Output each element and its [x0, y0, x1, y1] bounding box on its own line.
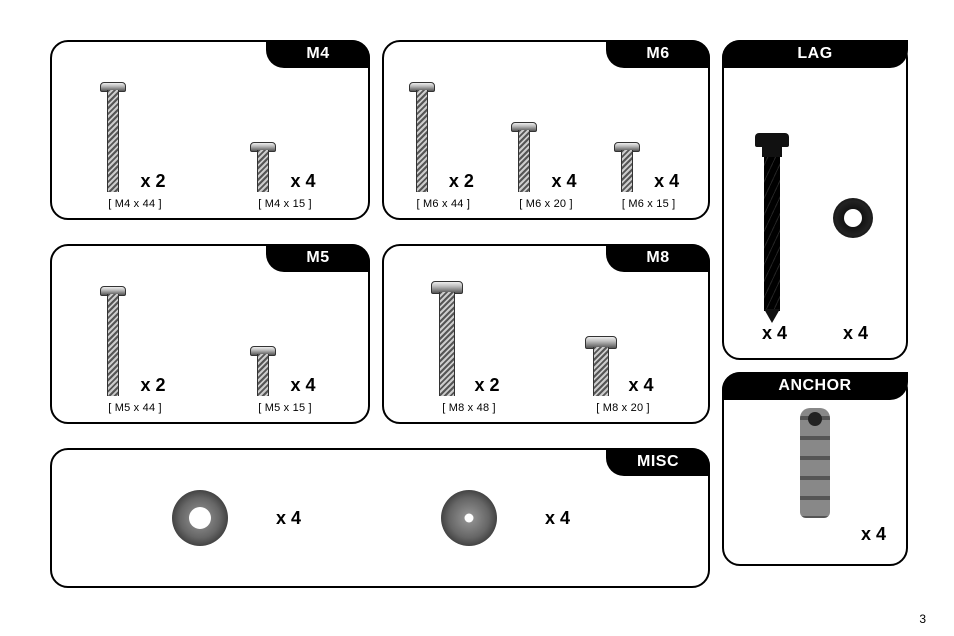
- size-label: [ M6 x 15 ]: [622, 198, 676, 210]
- size-label: [ M5 x 15 ]: [258, 402, 312, 414]
- size-label: [ M8 x 20 ]: [596, 402, 650, 414]
- panel-lag: LAG x 4 x 4: [722, 40, 908, 360]
- panel-m6: M6 x 2 [ M6 x 44 ] x 4: [382, 40, 710, 220]
- row-m5-m8: M5 x 2 [ M5 x 44 ] x 4: [50, 244, 710, 424]
- panel-lag-title: LAG: [722, 40, 908, 68]
- qty-label: x 4: [654, 171, 679, 192]
- qty-label: x 2: [140, 171, 165, 192]
- screw-icon: [438, 281, 456, 396]
- panel-m8: M8 x 2 [ M8 x 48 ] x 4: [382, 244, 710, 424]
- qty-label: x 4: [762, 323, 787, 344]
- row-m4-m6: M4 x 2 [ M4 x 44 ] x 4: [50, 40, 710, 220]
- m8-item-1: x 4 [ M8 x 20 ]: [592, 336, 653, 414]
- panel-m4-title: M4: [266, 40, 370, 68]
- size-label: [ M6 x 20 ]: [519, 198, 573, 210]
- lag-bolt-icon: [757, 133, 787, 323]
- page-number: 3: [919, 612, 926, 626]
- m6-item-1: x 4 [ M6 x 20 ]: [515, 122, 576, 210]
- panel-m5-title: M5: [266, 244, 370, 272]
- washer-ring-icon: [833, 198, 873, 238]
- screw-icon: [104, 82, 122, 192]
- panel-misc-title: MISC: [606, 448, 710, 476]
- misc-item-1: x 4: [441, 490, 570, 546]
- qty-label: x 2: [449, 171, 474, 192]
- page: M4 x 2 [ M4 x 44 ] x 4: [0, 0, 954, 636]
- qty-label: x 4: [551, 171, 576, 192]
- panel-misc: MISC x 4 x 4: [50, 448, 710, 588]
- screw-icon: [618, 142, 636, 192]
- m6-item-2: x 4 [ M6 x 15 ]: [618, 142, 679, 210]
- panel-m6-title: M6: [606, 40, 710, 68]
- qty-label: x 4: [843, 323, 868, 344]
- washer-icon: [172, 490, 228, 546]
- qty-label: x 4: [276, 508, 301, 529]
- panel-m8-title: M8: [606, 244, 710, 272]
- washer-icon: [441, 490, 497, 546]
- screw-icon: [254, 346, 272, 396]
- size-label: [ M4 x 44 ]: [108, 198, 162, 210]
- size-label: [ M4 x 15 ]: [258, 198, 312, 210]
- anchor-icon: [800, 408, 830, 518]
- qty-label: x 4: [290, 171, 315, 192]
- m8-item-0: x 2 [ M8 x 48 ]: [438, 281, 499, 414]
- screw-icon: [592, 336, 610, 396]
- m5-item-0: x 2 [ M5 x 44 ]: [104, 286, 165, 414]
- m4-item-1: x 4 [ M4 x 15 ]: [254, 142, 315, 210]
- size-label: [ M5 x 44 ]: [108, 402, 162, 414]
- size-label: [ M6 x 44 ]: [417, 198, 471, 210]
- qty-label: x 4: [545, 508, 570, 529]
- screw-icon: [254, 142, 272, 192]
- screw-icon: [104, 286, 122, 396]
- qty-label: x 4: [628, 375, 653, 396]
- panel-anchor: ANCHOR x 4: [722, 372, 908, 566]
- m4-item-0: x 2 [ M4 x 44 ]: [104, 82, 165, 210]
- screw-icon: [515, 122, 533, 192]
- qty-label: x 2: [474, 375, 499, 396]
- m6-item-0: x 2 [ M6 x 44 ]: [413, 82, 474, 210]
- panel-m5: M5 x 2 [ M5 x 44 ] x 4: [50, 244, 370, 424]
- qty-label: x 4: [861, 524, 886, 545]
- panel-m4: M4 x 2 [ M4 x 44 ] x 4: [50, 40, 370, 220]
- qty-label: x 4: [290, 375, 315, 396]
- m5-item-1: x 4 [ M5 x 15 ]: [254, 346, 315, 414]
- size-label: [ M8 x 48 ]: [442, 402, 496, 414]
- misc-item-0: x 4: [172, 490, 301, 546]
- qty-label: x 2: [140, 375, 165, 396]
- screw-icon: [413, 82, 431, 192]
